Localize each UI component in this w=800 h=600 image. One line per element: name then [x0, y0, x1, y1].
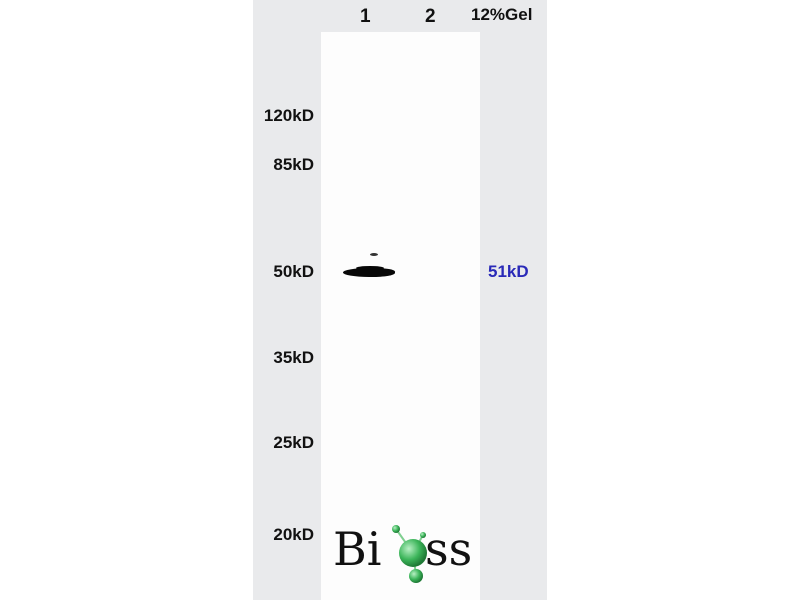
- gel-percentage-label: 12%Gel: [471, 5, 533, 24]
- logo-text-ss: ss: [425, 522, 472, 576]
- marker-20kd: 20kD: [273, 525, 314, 544]
- marker-120kd: 120kD: [263, 106, 314, 125]
- protein-band-lane-1: [343, 268, 395, 277]
- minor-band-lane-1: [370, 253, 378, 256]
- target-band-size-label: 51kD: [488, 262, 529, 281]
- logo-sphere-icon: [399, 539, 427, 567]
- logo-text-bi: Bi: [333, 522, 382, 576]
- marker-25kd: 25kD: [273, 433, 314, 452]
- marker-35kd: 35kD: [273, 348, 314, 367]
- marker-50kd: 50kD: [273, 262, 314, 281]
- bioss-logo: Bi ss: [333, 522, 472, 583]
- lane-label-2: 2: [425, 6, 436, 27]
- lane-label-1: 1: [360, 6, 371, 27]
- marker-85kd: 85kD: [273, 155, 314, 174]
- protein-band-lane-1-upper-edge: [356, 266, 384, 270]
- blot-membrane: [321, 32, 480, 600]
